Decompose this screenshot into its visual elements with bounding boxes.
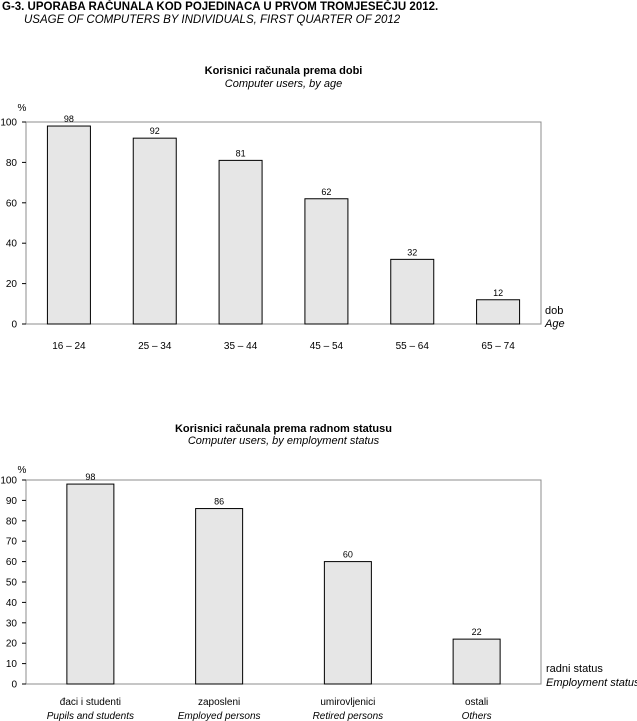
y-tick-label: 20 xyxy=(6,639,18,650)
plot-area-frame xyxy=(25,121,542,325)
chart-title: Korisnici računala prema radnom statusu xyxy=(175,423,392,435)
chart-title: Korisnici računala prema dobi xyxy=(205,65,363,77)
bar xyxy=(390,258,435,325)
chart-subtitle: Computer users, by employment status xyxy=(188,435,380,447)
y-tick-label: 40 xyxy=(6,239,18,250)
y-tick-label: 100 xyxy=(0,476,17,487)
bar xyxy=(323,561,372,685)
y-tick-label: 0 xyxy=(11,320,17,331)
x-tick-label-en: Retired persons xyxy=(313,711,384,721)
data-label: 81 xyxy=(236,148,246,158)
x-tick-label: zaposleni xyxy=(198,697,240,708)
data-label: 12 xyxy=(493,288,503,298)
y-tick-label: 0 xyxy=(11,680,17,691)
data-label: 86 xyxy=(214,497,224,507)
y-tick-label: 60 xyxy=(6,557,18,568)
x-tick-label: 35 – 44 xyxy=(224,341,258,352)
data-label: 22 xyxy=(472,627,482,637)
data-label: 32 xyxy=(407,247,417,257)
data-label: 98 xyxy=(64,114,74,124)
bar xyxy=(46,125,91,325)
y-tick-label: 90 xyxy=(6,496,18,507)
y-axis-unit-label: % xyxy=(18,103,27,114)
x-tick-label-en: Pupils and students xyxy=(47,711,134,721)
bar xyxy=(304,198,349,325)
bar xyxy=(452,638,501,685)
y-tick-label: 40 xyxy=(6,598,18,609)
x-tick-label: 45 – 54 xyxy=(310,341,344,352)
x-tick-label: 65 – 74 xyxy=(481,341,515,352)
bar xyxy=(218,159,263,325)
x-axis-label: radni status xyxy=(546,663,603,675)
chart-subtitle: Computer users, by age xyxy=(225,78,342,90)
y-axis-unit-label: % xyxy=(18,465,27,476)
x-tick-label: 16 – 24 xyxy=(52,341,86,352)
x-tick-label-en: Others xyxy=(462,711,492,721)
y-tick-label: 50 xyxy=(6,578,18,589)
x-tick-label: đaci i studenti xyxy=(60,697,121,708)
x-tick-label: umirovljenici xyxy=(320,697,375,708)
y-tick-label: 100 xyxy=(0,118,17,129)
x-tick-label: 55 – 64 xyxy=(396,341,430,352)
x-tick-label: ostali xyxy=(465,697,488,708)
bar xyxy=(195,508,244,685)
y-tick-label: 80 xyxy=(6,516,18,527)
y-tick-label: 20 xyxy=(6,279,18,290)
y-tick-label: 30 xyxy=(6,618,18,629)
bar xyxy=(476,299,521,325)
x-tick-label-en: Employed persons xyxy=(178,711,261,721)
x-tick-label: 25 – 34 xyxy=(138,341,172,352)
y-tick-label: 80 xyxy=(6,158,18,169)
chart-2: Korisnici računala prema radnom statusuC… xyxy=(0,423,637,721)
figure-title: G-3. UPORABA RAČUNALA KOD POJEDINACA U P… xyxy=(2,1,439,13)
bar xyxy=(66,483,115,685)
x-axis-label-en: Age xyxy=(544,318,565,330)
data-label: 60 xyxy=(343,550,353,560)
x-axis-label: dob xyxy=(545,305,563,317)
x-axis-label-en: Employment status xyxy=(546,677,637,689)
y-tick-label: 60 xyxy=(6,198,18,209)
figure-subtitle: USAGE OF COMPUTERS BY INDIVIDUALS, FIRST… xyxy=(24,14,401,26)
bar xyxy=(132,137,177,325)
data-label: 98 xyxy=(85,472,95,482)
y-tick-label: 10 xyxy=(6,659,18,670)
data-label: 92 xyxy=(150,126,160,136)
y-tick-label: 70 xyxy=(6,537,18,548)
data-label: 62 xyxy=(321,187,331,197)
